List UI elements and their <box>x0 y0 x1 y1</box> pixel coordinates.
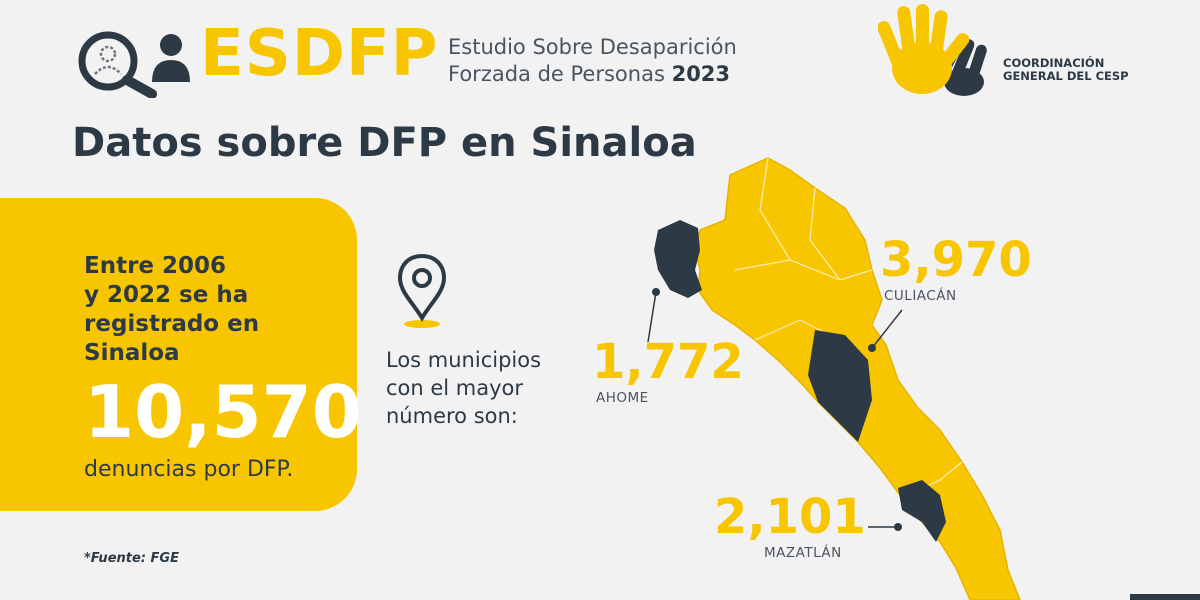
stat-ahome: 1,772 AHOME <box>592 338 744 406</box>
source-note: *Fuente: FGE <box>84 551 179 566</box>
summary-text: Entre 2006 y 2022 se ha registrado en Si… <box>84 252 344 368</box>
stat-culiacan: 3,970 CULIACÁN <box>880 236 1032 304</box>
hands-logo-icon <box>878 4 987 96</box>
location-pin-icon <box>397 253 447 328</box>
stat-value: 3,970 <box>880 232 1032 288</box>
brand-title: ESDFP <box>200 17 439 91</box>
total-count: 10,570 <box>84 370 362 454</box>
stat-value: 1,772 <box>592 334 744 390</box>
subtitle-line-2: Forzada de Personas <box>448 62 665 86</box>
brand-subtitle: Estudio Sobre Desaparición Forzada de Pe… <box>448 34 737 88</box>
org-name: COORDINACIÓN GENERAL DEL CESP <box>1003 57 1129 83</box>
map-ahome <box>654 220 702 298</box>
stat-label: AHOME <box>596 390 649 406</box>
stat-mazatlan: 2,101 MAZATLÁN <box>714 493 866 561</box>
summary-line-1: Entre 2006 <box>84 253 227 279</box>
municipios-line-2: con el mayor <box>386 376 524 400</box>
stat-label: MAZATLÁN <box>764 545 842 561</box>
subtitle-year: 2023 <box>671 62 731 86</box>
municipios-text: Los municipios con el mayor número son: <box>386 346 541 430</box>
sinaloa-map <box>647 157 1021 600</box>
map-culiacan <box>808 330 872 442</box>
summary-line-3: registrado en <box>84 311 260 337</box>
page-title: Datos sobre DFP en Sinaloa <box>72 120 697 166</box>
org-line-2: GENERAL DEL CESP <box>1003 69 1129 83</box>
summary-line-4: Sinaloa <box>84 340 180 366</box>
search-person-icon <box>78 31 157 98</box>
stat-label: CULIACÁN <box>884 288 957 304</box>
stat-value: 2,101 <box>714 489 866 545</box>
bottom-bar <box>1130 594 1200 600</box>
org-line-1: COORDINACIÓN <box>1003 56 1105 70</box>
person-icon <box>152 34 190 82</box>
summary-line-2: y 2022 se ha <box>84 282 249 308</box>
map-mazatlan <box>898 480 946 542</box>
municipios-line-3: número son: <box>386 404 518 428</box>
municipios-line-1: Los municipios <box>386 348 542 372</box>
subtitle-line-1: Estudio Sobre Desaparición <box>448 35 737 59</box>
summary-card <box>0 198 357 511</box>
total-unit: denuncias por DFP. <box>84 457 294 482</box>
